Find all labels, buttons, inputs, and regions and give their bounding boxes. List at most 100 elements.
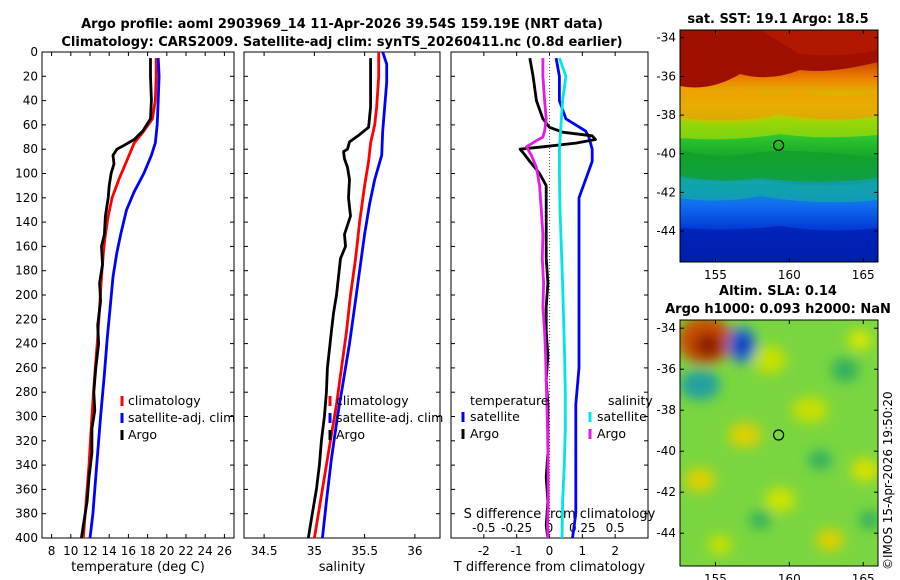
difference-xlabel: T difference from climatology bbox=[453, 560, 646, 575]
series-line-argo bbox=[306, 58, 372, 539]
difference-xtick-label: 0 bbox=[546, 544, 554, 558]
sst_map-lat-label: -44 bbox=[656, 224, 676, 238]
legend-title-salinity: salinity bbox=[608, 393, 653, 408]
sla-map-frame bbox=[679, 319, 879, 567]
series-line-salinity-argo bbox=[525, 58, 550, 539]
sst-map-frame bbox=[679, 29, 879, 263]
sla_map-lon-label: 155 bbox=[704, 572, 727, 580]
difference-xtick-label: -1 bbox=[511, 544, 523, 558]
depth-tick-label: 0 bbox=[30, 45, 38, 59]
sla-map-image bbox=[680, 320, 878, 566]
series-line-climatology bbox=[81, 58, 158, 539]
salinity-axes-box bbox=[243, 51, 441, 539]
depth-tick-label: 360 bbox=[15, 482, 38, 496]
temperature-xtick-label: 26 bbox=[217, 544, 232, 558]
depth-tick-label: 340 bbox=[15, 458, 38, 472]
salinity-diff-tick-label: -0.25 bbox=[501, 521, 532, 535]
sst_map-lat-label: -42 bbox=[656, 185, 676, 199]
depth-tick-label: 20 bbox=[23, 69, 38, 83]
depth-tick-label: 260 bbox=[15, 361, 38, 375]
temperature-xtick-label: 10 bbox=[63, 544, 78, 558]
depth-tick-label: 320 bbox=[15, 434, 38, 448]
sst_map-lat-label: -36 bbox=[656, 69, 676, 83]
sla-map-panel: Altim. SLA: 0.14 Argo h1000: 0.093 h2000… bbox=[656, 284, 890, 580]
series-line-satellite-adj-clim bbox=[88, 58, 161, 539]
difference-xtick-label: 1 bbox=[579, 544, 587, 558]
series-line-satellite-adj-clim bbox=[321, 51, 389, 539]
sla_map-lat-label: -44 bbox=[656, 526, 676, 540]
sla-float-marker bbox=[772, 429, 785, 441]
sla_map-lat-label: -40 bbox=[656, 444, 676, 458]
sst-map-panel: sat. SST: 19.1 Argo: 18.5 155 160 165 -34 -3… bbox=[656, 12, 879, 282]
depth-tick-label: 180 bbox=[15, 264, 38, 278]
salinity-xtick-label: 34.5 bbox=[251, 544, 278, 558]
temperature-xtick-label: 24 bbox=[198, 544, 213, 558]
depth-tick-label: 40 bbox=[23, 94, 38, 108]
sla_map-lat-label: -34 bbox=[656, 321, 676, 335]
sla-map-title-line1: Altim. SLA: 0.14 bbox=[719, 284, 837, 299]
sst-map-image bbox=[680, 30, 878, 262]
temperature-xtick-label: 20 bbox=[159, 544, 174, 558]
salinity-xtick-label: 35.5 bbox=[351, 544, 378, 558]
difference-xtick-label: 2 bbox=[611, 544, 619, 558]
depth-tick-label: 140 bbox=[15, 215, 38, 229]
depth-tick-label: 280 bbox=[15, 385, 38, 399]
depth-tick-label: 60 bbox=[23, 118, 38, 132]
series-line-climatology bbox=[313, 52, 381, 539]
depth-tick-label: 400 bbox=[15, 531, 38, 545]
depth-tick-label: 300 bbox=[15, 410, 38, 424]
sst-float-marker bbox=[772, 139, 785, 151]
legend-label: satellite bbox=[597, 409, 647, 424]
temperature-xtick-label: 8 bbox=[48, 544, 56, 558]
sla-map-title-line2: Argo h1000: 0.093 h2000: NaN bbox=[665, 302, 891, 317]
series-line-salinity-satellite bbox=[558, 57, 568, 539]
difference-profile-panel: -2 -1 0 1 2 T difference from climatology -0.5… bbox=[450, 51, 656, 575]
sla_map-lat-label: -42 bbox=[656, 485, 676, 499]
legend-label: satellite bbox=[470, 409, 520, 424]
sst_map-lon-label: 155 bbox=[704, 268, 727, 282]
salinity-diff-tick-label: 0 bbox=[546, 521, 554, 535]
sst-map-title: sat. SST: 19.1 Argo: 18.5 bbox=[687, 12, 868, 27]
difference-xtick-label: -2 bbox=[478, 544, 490, 558]
depth-tick-label: 80 bbox=[23, 142, 38, 156]
imos-watermark: ©IMOS 15-Apr-2026 19:50:20 bbox=[881, 391, 895, 570]
depth-tick-label: 240 bbox=[15, 337, 38, 351]
depth-tick-label: 220 bbox=[15, 312, 38, 326]
temperature-xtick-label: 12 bbox=[82, 544, 97, 558]
legend-label: climatology bbox=[128, 393, 201, 408]
temperature-axes-box bbox=[41, 51, 235, 539]
depth-tick-label: 120 bbox=[15, 191, 38, 205]
sst_map-lat-label: -40 bbox=[656, 147, 676, 161]
salinity-diff-label: S difference from climatology bbox=[464, 507, 656, 522]
depth-tick-label: 200 bbox=[15, 288, 38, 302]
sst_map-lon-label: 165 bbox=[852, 268, 875, 282]
salinity-xtick-label: 36 bbox=[407, 544, 422, 558]
depth-tick-label: 380 bbox=[15, 507, 38, 521]
sst_map-lat-label: -34 bbox=[656, 31, 676, 45]
temperature-xlabel: temperature (deg C) bbox=[71, 560, 205, 575]
legend-label: satellite-adj. clim bbox=[128, 410, 235, 425]
salinity-xlabel: salinity bbox=[319, 560, 366, 575]
sla_map-lat-label: -38 bbox=[656, 403, 676, 417]
temperature-xtick-label: 22 bbox=[178, 544, 193, 558]
series-line-temperature-satellite bbox=[554, 57, 594, 539]
sla_map-lat-label: -36 bbox=[656, 362, 676, 376]
salinity-xtick-label: 35 bbox=[307, 544, 322, 558]
depth-tick-label: 160 bbox=[15, 239, 38, 253]
sla_map-lon-label: 160 bbox=[778, 572, 801, 580]
legend-label: Argo bbox=[597, 426, 626, 441]
temperature-profile-panel: 0 20 40 60 80 100 120 140 160 180 200 220 240 260 280 3… bbox=[15, 45, 235, 575]
legend-label: Argo bbox=[128, 427, 157, 442]
sla_map-lon-label: 165 bbox=[852, 572, 875, 580]
temperature-xtick-label: 16 bbox=[121, 544, 136, 558]
temperature-xtick-label: 14 bbox=[102, 544, 117, 558]
legend-label: climatology bbox=[336, 393, 409, 408]
temperature-xtick-label: 18 bbox=[140, 544, 155, 558]
salinity-profile-panel: 34.5 35 35.5 36 salinity climatology satellite… bbox=[243, 51, 443, 575]
legend-label: Argo bbox=[470, 426, 499, 441]
figure-title-line2: Climatology: CARS2009. Satellite-adj cli… bbox=[61, 35, 622, 50]
sst_map-lat-label: -38 bbox=[656, 108, 676, 122]
legend-title-temperature: temperature bbox=[470, 393, 549, 408]
salinity-diff-tick-label: 0.5 bbox=[606, 521, 625, 535]
